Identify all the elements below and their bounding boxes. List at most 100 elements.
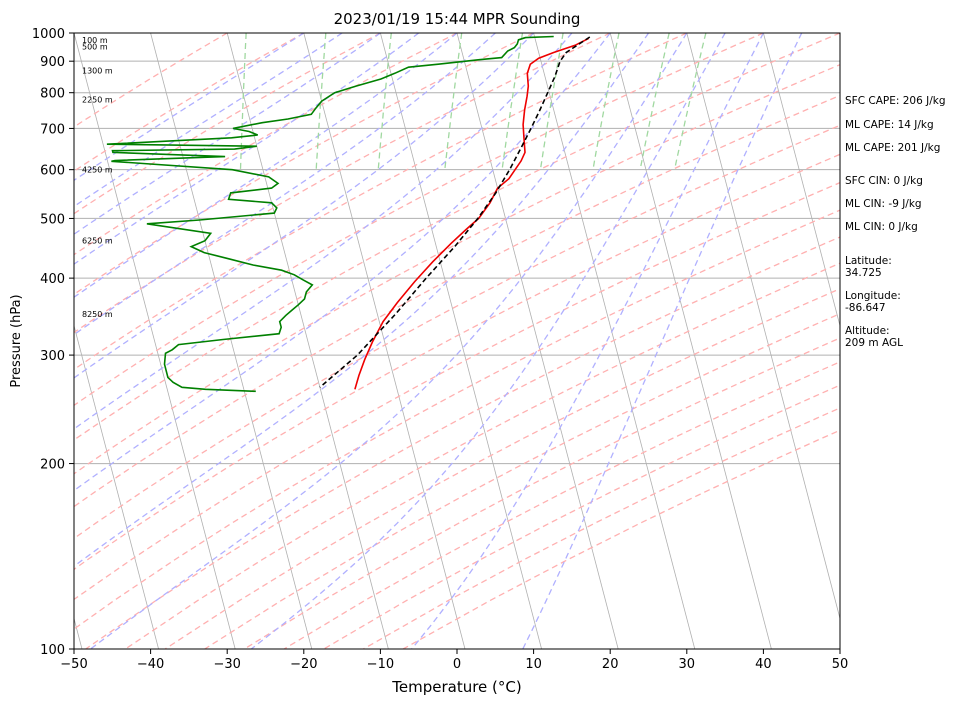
data-series — [106, 35, 591, 393]
latitude-stat: Latitude: 34.725 — [845, 255, 892, 279]
y-tick-label: 500 — [40, 212, 65, 227]
x-tick-label: −10 — [367, 657, 394, 672]
ml-cape-stat: ML CAPE: 14 J/kg — [845, 119, 934, 131]
moist-adiabat-line — [74, 33, 458, 298]
dry-adiabat-line — [74, 153, 840, 571]
dewpoint-profile-line — [106, 35, 554, 393]
x-tick-label: −30 — [213, 657, 240, 672]
mixing-ratio-line — [673, 33, 707, 170]
y-tick-label: 300 — [40, 349, 65, 364]
dry-adiabat-line — [74, 33, 228, 128]
x-tick-label: 40 — [755, 657, 772, 672]
height-label: 1300 m — [82, 66, 113, 75]
x-tick-label: −20 — [290, 657, 317, 672]
x-tick-label: 30 — [679, 657, 696, 672]
x-tick-label: −50 — [60, 657, 87, 672]
isotherm-line — [380, 33, 542, 649]
moist-adiabat-line — [522, 33, 803, 649]
dry-adiabat-line — [74, 94, 840, 508]
dry-adiabat-line — [74, 33, 688, 371]
dry-adiabat-line — [74, 124, 840, 540]
y-tick-label: 800 — [40, 87, 65, 102]
isotherm-line — [150, 33, 313, 649]
mixing-ratio-line — [539, 33, 564, 170]
mixing-ratio-line — [592, 33, 620, 170]
altitude-stat: Altitude: 209 m AGL — [845, 325, 903, 349]
y-tick-label: 700 — [40, 122, 65, 137]
moist-adiabat-line — [74, 33, 496, 336]
x-tick-label: −40 — [137, 657, 164, 672]
moist-adiabat-line — [74, 33, 573, 430]
x-tick-label: 50 — [832, 657, 849, 672]
height-label: 6250 m — [82, 237, 113, 246]
dry-adiabat-line — [204, 312, 840, 649]
dry-adiabat-line — [323, 384, 840, 649]
moist-adiabat-line — [74, 33, 381, 235]
dry-adiabat-line — [74, 181, 840, 601]
moist-adiabat-line — [74, 33, 650, 568]
mixing-ratio-line — [444, 33, 463, 170]
dry-adiabat-line — [283, 361, 840, 649]
y-axis-label: Pressure (hPa) — [9, 294, 24, 387]
height-label: 100 m — [82, 36, 108, 45]
height-label: 500 m — [82, 43, 108, 52]
y-axis: 1000 900 800 700 600 500 400 300 200 100 — [32, 27, 74, 658]
plot-frame — [73, 32, 841, 650]
isotherm-line — [74, 33, 236, 649]
dry-adiabat-line — [74, 33, 840, 441]
dry-adiabat-line — [74, 33, 611, 334]
y-tick-label: 900 — [40, 55, 65, 70]
isotherm-line — [74, 324, 159, 649]
x-axis: −50 −40 −30 −20 −10 0 10 20 30 40 50 — [60, 649, 848, 672]
isotherm-line — [303, 33, 466, 649]
sounding-stats-panel: SFC CAPE: 206 J/kg ML CAPE: 14 J/kg ML C… — [845, 0, 960, 705]
dry-adiabat-line — [74, 33, 764, 407]
x-tick-label: 10 — [525, 657, 542, 672]
parcel-profile-line — [319, 36, 591, 388]
moist-adiabat-line — [74, 33, 343, 208]
longitude-stat: Longitude: -86.647 — [845, 290, 901, 314]
x-tick-label: 0 — [453, 657, 461, 672]
moist-adiabat-line — [250, 33, 726, 649]
moist-adiabat-line — [74, 33, 420, 265]
dry-adiabat-line — [74, 33, 381, 215]
x-axis-label: Temperature (°C) — [391, 678, 521, 696]
moist-adiabat-line — [74, 33, 535, 379]
temperature-profile-line — [354, 37, 589, 390]
dry-adiabat-line — [85, 236, 840, 649]
y-tick-label: 100 — [40, 643, 65, 658]
isotherm-line — [0, 33, 5, 649]
moist-adiabat-line — [74, 33, 611, 492]
chart-title: 2023/01/19 15:44 MPR Sounding — [334, 10, 581, 28]
mixing-ratio-line — [639, 33, 670, 170]
sfc-cin-stat: SFC CIN: 0 J/kg — [845, 175, 923, 187]
moist-adiabat-line — [90, 33, 688, 649]
background-lines — [0, 33, 840, 649]
sfc-cape-stat: SFC CAPE: 206 J/kg — [845, 95, 946, 107]
ml-cape-stat-2: ML CAPE: 201 J/kg — [845, 142, 941, 154]
dry-adiabat-line — [74, 33, 458, 256]
mixing-ratio-line — [377, 33, 392, 170]
moist-adiabat-line — [74, 33, 305, 182]
x-tick-label: 20 — [602, 657, 619, 672]
height-label: 4250 m — [82, 166, 113, 175]
height-label: 8250 m — [82, 310, 113, 319]
isotherm-line — [686, 33, 840, 621]
dry-adiabat-line — [74, 209, 840, 630]
y-tick-label: 1000 — [32, 27, 65, 42]
isotherm-line — [533, 33, 696, 649]
dry-adiabat-line — [74, 63, 840, 475]
y-tick-label: 200 — [40, 458, 65, 473]
ml-cin-stat: ML CIN: -9 J/kg — [845, 198, 922, 210]
isotherm-line — [609, 33, 772, 649]
mixing-ratio-line — [501, 33, 524, 170]
height-label: 2250 m — [82, 95, 113, 104]
ml-cin-stat-2: ML CIN: 0 J/kg — [845, 221, 918, 233]
dry-adiabat-line — [74, 33, 534, 296]
isotherm-line — [763, 33, 840, 328]
isotherm-line — [456, 33, 619, 649]
y-tick-label: 400 — [40, 272, 65, 287]
y-tick-label: 600 — [40, 164, 65, 179]
